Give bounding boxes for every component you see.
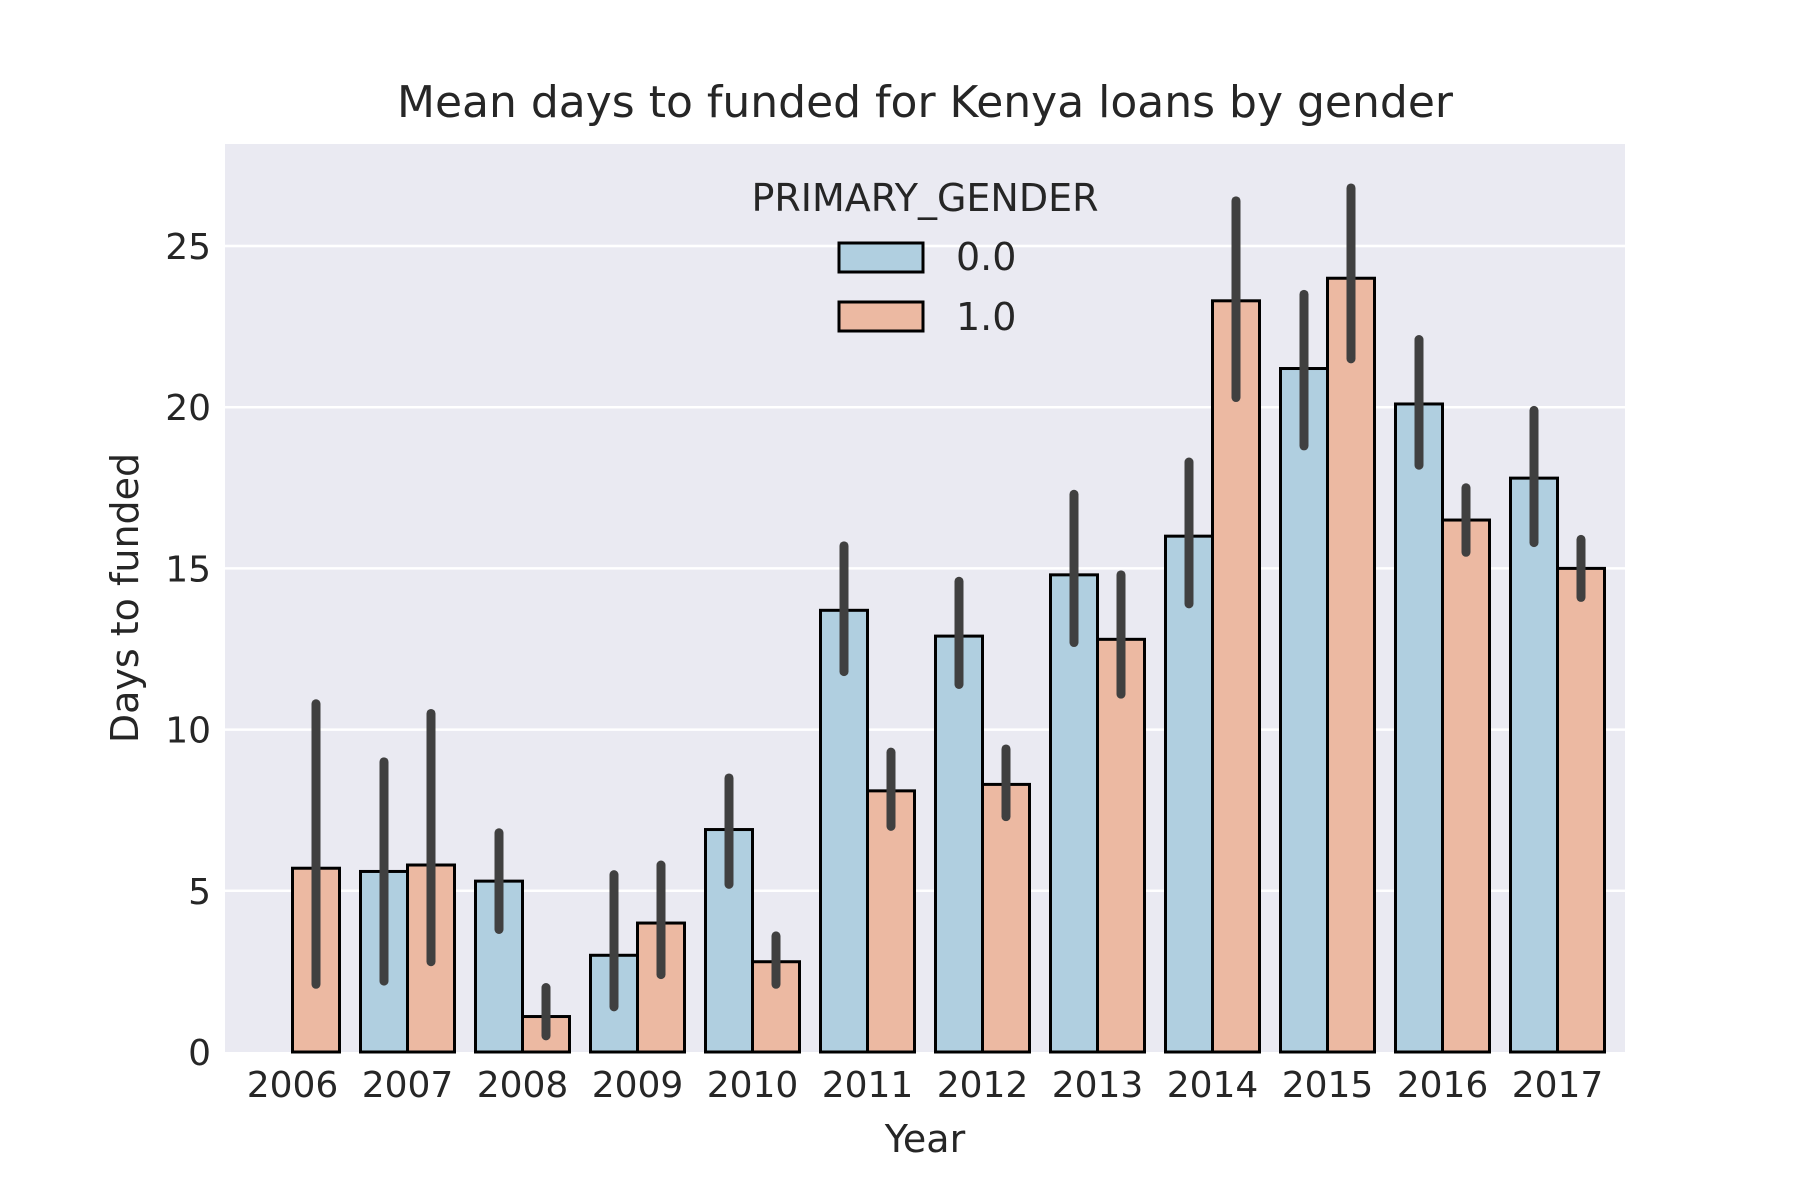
- x-tick-label: 2013: [1052, 1065, 1144, 1106]
- x-axis-label: Year: [884, 1117, 966, 1161]
- legend-label-0: 0.0: [956, 235, 1016, 279]
- grid-lines: [225, 244, 1625, 893]
- bar-0.0-2011: [819, 608, 869, 1054]
- x-tick-label: 2008: [477, 1065, 569, 1106]
- bars: [291, 276, 1606, 1054]
- x-tick-label: 2011: [822, 1065, 914, 1106]
- y-tick-label: 15: [165, 549, 211, 590]
- y-tick-label: 25: [165, 227, 211, 268]
- x-tick-label: 2010: [707, 1065, 799, 1106]
- legend-title: PRIMARY_GENDER: [751, 176, 1098, 220]
- legend-swatch-1: [837, 300, 925, 333]
- y-tick-labels: 0 5 10 15 20 25: [165, 227, 211, 1074]
- y-tick-label: 0: [188, 1033, 211, 1074]
- legend: PRIMARY_GENDER 0.0 1.0: [751, 176, 1098, 339]
- x-tick-label: 2007: [362, 1065, 454, 1106]
- bar-0.0-2016: [1394, 402, 1444, 1054]
- x-tick-label: 2012: [937, 1065, 1029, 1106]
- x-tick-label: 2014: [1167, 1065, 1259, 1106]
- error-bars: [311, 183, 1586, 1041]
- bar-0.0-2017: [1509, 476, 1559, 1054]
- x-tick-labels: 2006 2007 2008 2009 2010 2011 2012 2013 2014 2015…: [247, 1065, 1604, 1106]
- chart-title: Mean days to funded for Kenya loans by g…: [397, 77, 1454, 128]
- x-tick-label: 2017: [1512, 1065, 1604, 1106]
- y-tick-label: 5: [188, 872, 211, 913]
- bar-1.0-2014: [1211, 299, 1261, 1054]
- bar-1.0-2015: [1326, 276, 1376, 1054]
- bar-0.0-2015: [1279, 367, 1329, 1054]
- x-tick-label: 2015: [1282, 1065, 1374, 1106]
- y-axis-label: Days to funded: [103, 453, 147, 743]
- bar-0.0-2012: [934, 634, 984, 1054]
- x-tick-label: 2009: [592, 1065, 684, 1106]
- y-tick-label: 20: [165, 388, 211, 429]
- y-tick-label: 10: [165, 711, 211, 752]
- plot-area: [225, 144, 1625, 1052]
- bar-0.0-2014: [1164, 534, 1214, 1054]
- x-tick-label: 2016: [1397, 1065, 1489, 1106]
- x-tick-label: 2006: [247, 1065, 339, 1106]
- legend-swatch-0: [837, 241, 925, 274]
- bar-1.0-2013: [1096, 637, 1146, 1054]
- bar-1.0-2016: [1441, 518, 1491, 1054]
- bar-1.0-2011: [866, 789, 916, 1054]
- legend-label-1: 1.0: [956, 295, 1016, 339]
- bar-1.0-2012: [981, 782, 1031, 1054]
- bar-1.0-2017: [1556, 566, 1606, 1054]
